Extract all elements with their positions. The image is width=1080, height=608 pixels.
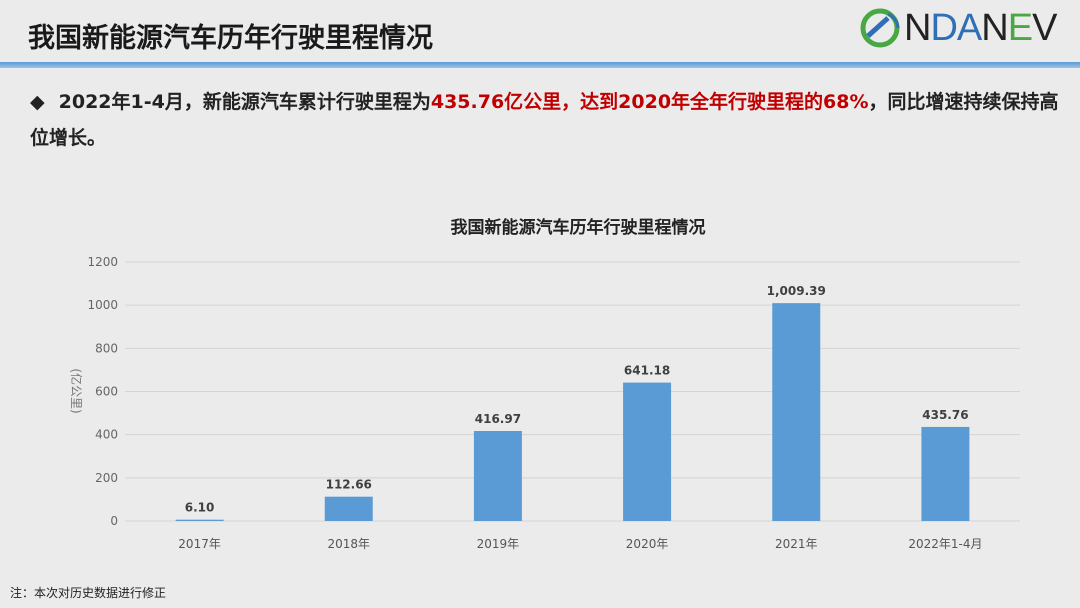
logo-icon	[860, 8, 900, 48]
y-tick-label: 400	[95, 428, 118, 442]
y-tick-label: 0	[110, 514, 118, 528]
header-divider	[0, 62, 1080, 68]
y-tick-label: 600	[95, 385, 118, 399]
y-tick-label: 1200	[87, 255, 118, 269]
logo-text: NDANEV	[904, 6, 1057, 49]
x-tick-label: 2018年	[327, 537, 370, 551]
data-label: 641.18	[624, 364, 670, 378]
bar	[473, 431, 522, 521]
x-tick-label: 2019年	[477, 537, 520, 551]
summary-bullet: ◆ 2022年1-4月，新能源汽车累计行驶里程为435.76亿公里，达到2020年…	[30, 84, 1070, 156]
chart-title: 我国新能源汽车历年行驶里程情况	[451, 217, 706, 238]
y-tick-label: 800	[95, 341, 118, 355]
bar	[921, 426, 970, 521]
page-title: 我国新能源汽车历年行驶里程情况	[28, 23, 433, 54]
footnote: 注：本次对历史数据进行修正	[10, 586, 167, 600]
x-tick-label: 2022年1-4月	[908, 537, 982, 551]
bar	[324, 496, 373, 521]
data-label: 6.10	[185, 501, 215, 515]
y-tick-label: 200	[95, 471, 118, 485]
y-tick-label: 1000	[87, 298, 118, 312]
diamond-bullet-icon: ◆	[30, 91, 45, 113]
data-label: 112.66	[326, 478, 372, 492]
logo: NDANEV	[858, 6, 1057, 50]
bar	[623, 382, 672, 521]
data-label: 1,009.39	[767, 284, 826, 298]
data-label: 416.97	[475, 412, 521, 426]
x-tick-label: 2020年	[626, 537, 669, 551]
bar	[175, 519, 224, 521]
bar	[772, 303, 821, 521]
y-axis-label: (亿公里)	[69, 368, 84, 413]
x-tick-label: 2017年	[178, 537, 221, 551]
x-tick-label: 2021年	[775, 537, 818, 551]
data-label: 435.76	[922, 408, 968, 422]
